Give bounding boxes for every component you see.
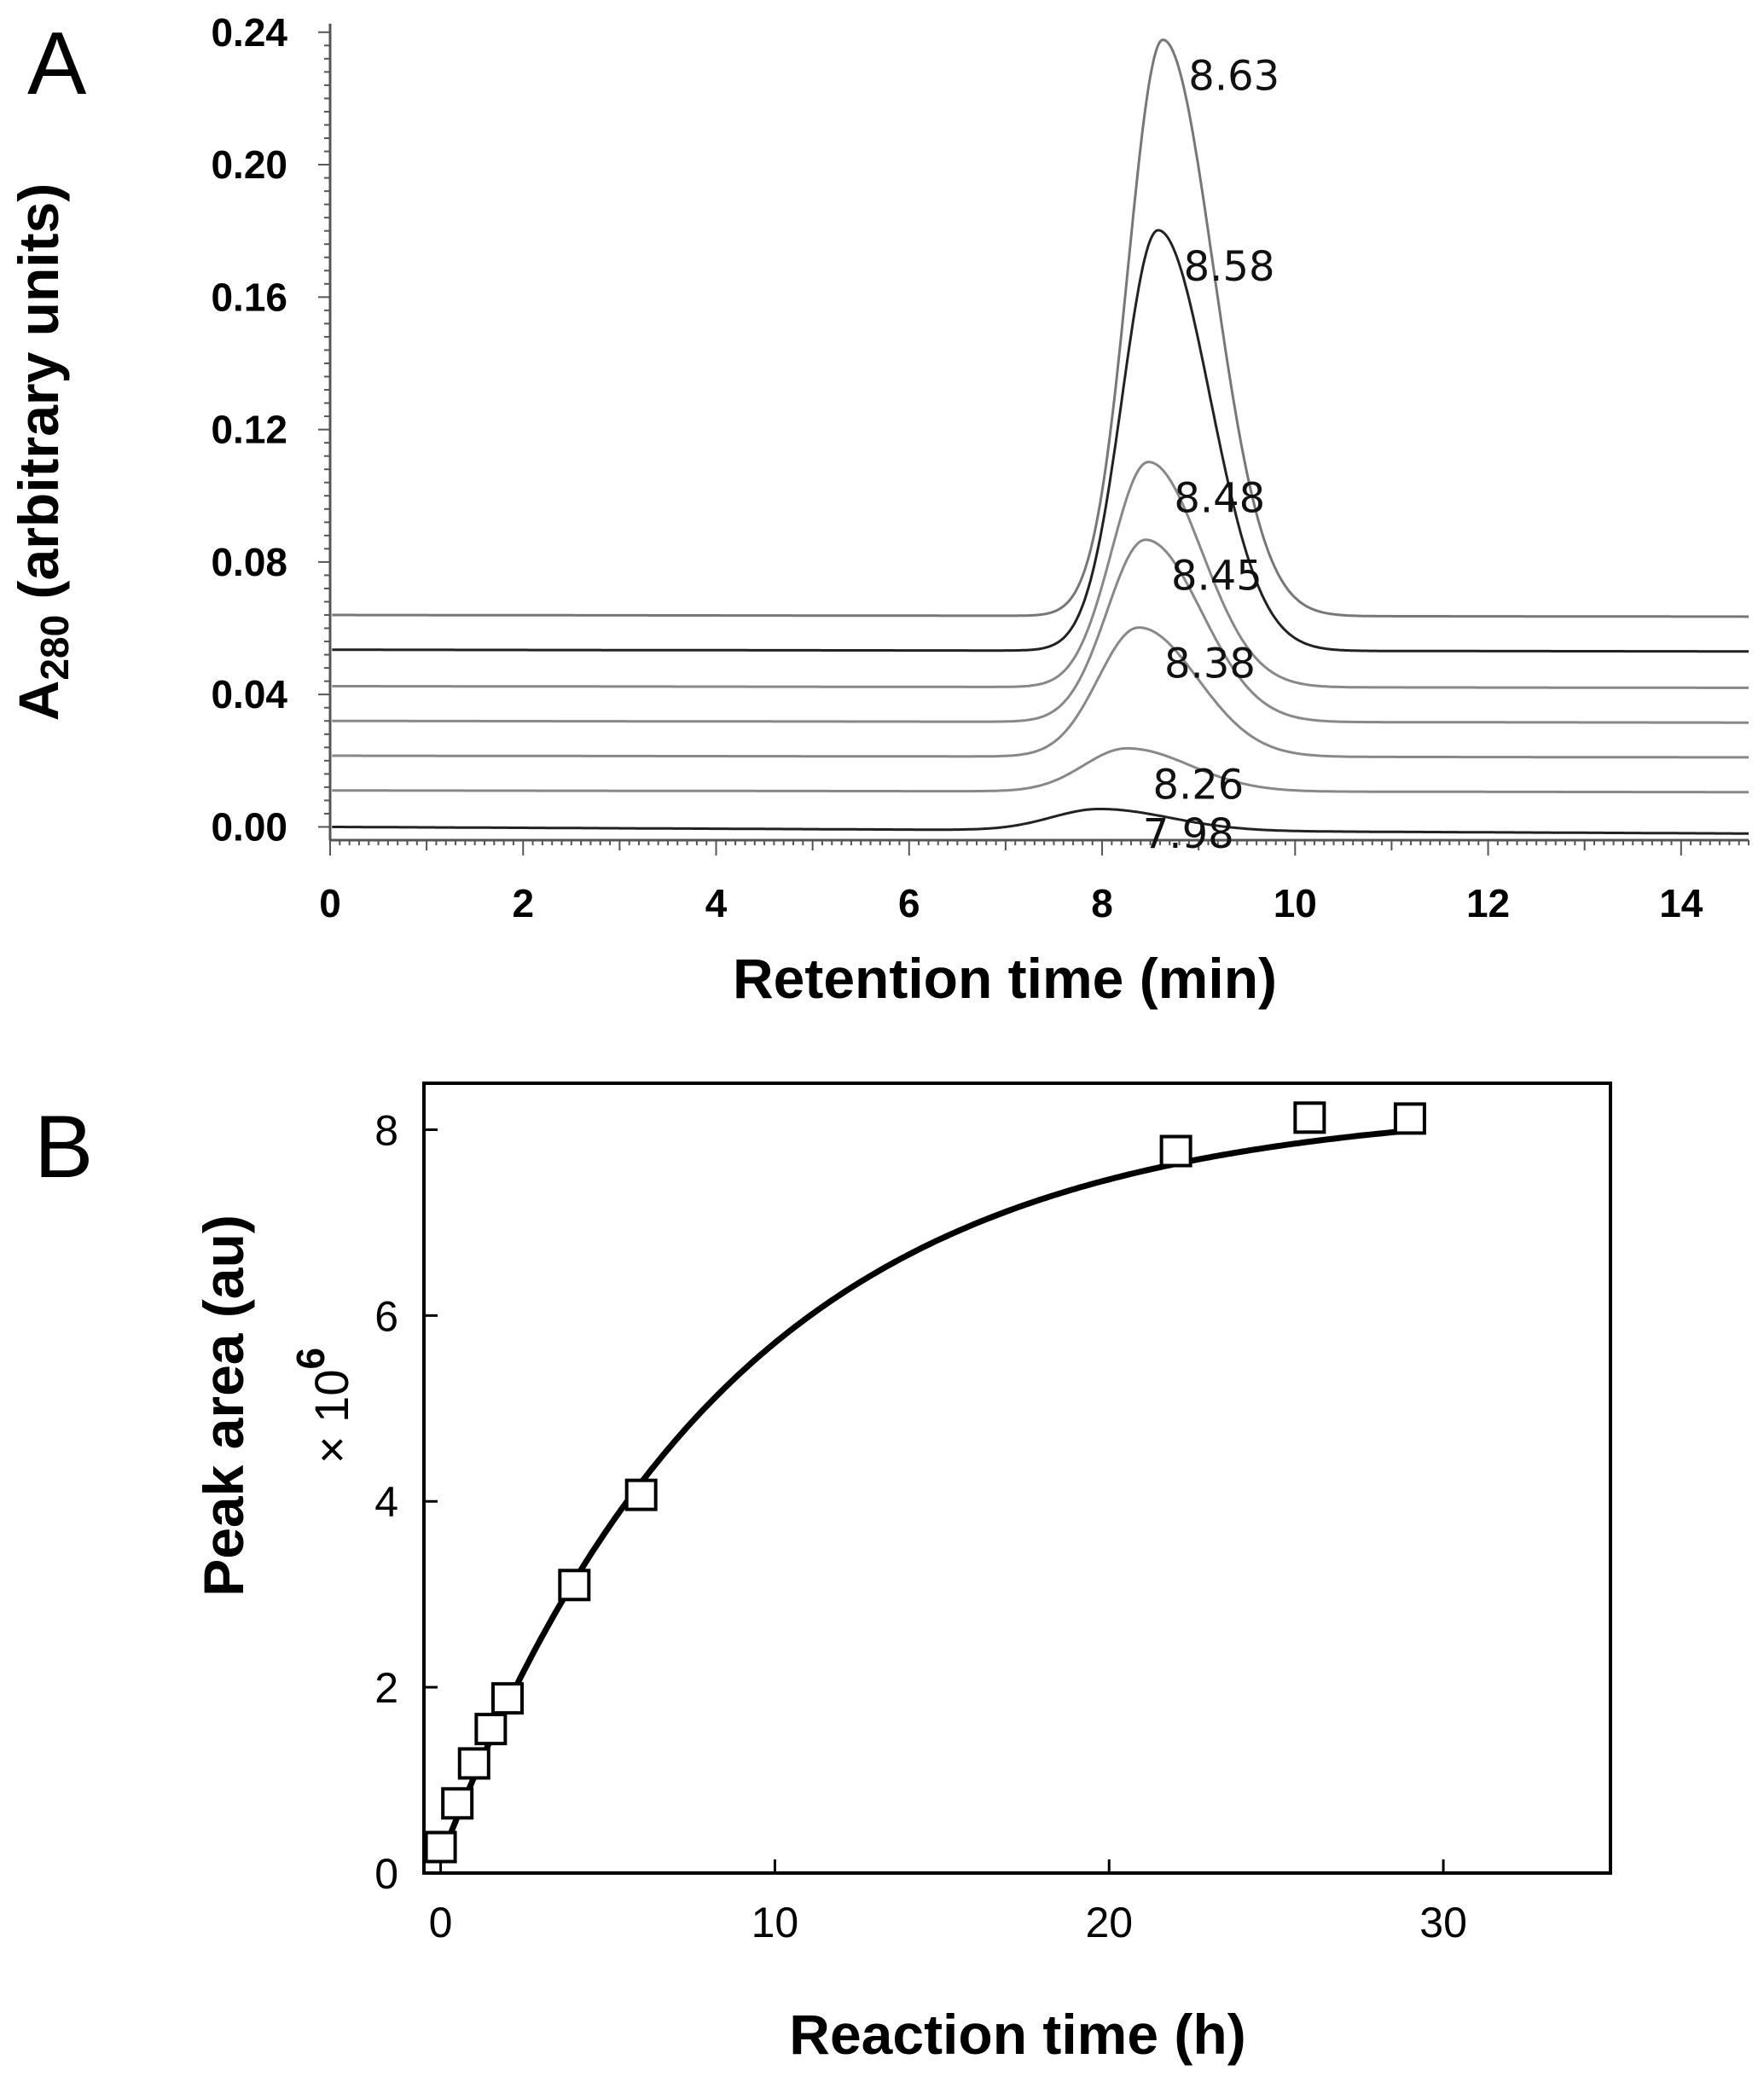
panel-b-x-ticks: 0 10 20 30 [429,1859,1467,1946]
panel-b-y-axis-factor: × 106 [288,1348,358,1464]
data-point-2 [457,1747,490,1780]
panel-a-axes [318,23,1749,856]
panel-b-y-ticks: 0 2 4 6 8 [374,1106,438,1898]
data-point-5 [558,1569,591,1602]
panel-a-x-tick-label: 6 [898,881,920,925]
panel-b-letter: B [34,1098,93,1197]
panel-b-y-axis-label: Peak area (au) [192,1215,255,1597]
chromatogram-trace-4 [332,538,1749,724]
panel-a-x-axis-label: Retention time (min) [733,947,1277,1010]
panel-a-y-tick-label: 0.08 [211,540,287,584]
chromatogram-trace-3 [332,626,1749,759]
chromatogram-trace-7 [332,38,1749,618]
panel-b-y-factor-exp: 6 [288,1348,333,1370]
data-point-8 [1293,1101,1326,1134]
panel-b-y-tick-label: 4 [374,1478,398,1526]
panel-b-y-tick-label: 8 [374,1106,398,1154]
peak-label-trace-4: 8.45 [1171,553,1262,600]
data-point-6 [624,1478,658,1511]
panel-b-points [424,1101,1426,1864]
panel-a-y-label-main: A [7,681,70,722]
panel-a-y-tick-label: 0.04 [211,672,287,716]
panel-a-x-tick-label: 0 [319,881,341,925]
panel-b-x-tick-label: 20 [1085,1899,1133,1946]
data-point-4 [490,1682,524,1715]
panel-a-peak-labels: 7.988.26 8.38 8.45 8.48 8.58 8.63 [1143,53,1279,859]
peak-label-trace-6: 8.58 [1184,243,1275,291]
panel-a-x-ticks: 0 2 4 6 8 10 12 14 [319,881,1703,925]
data-point-1 [441,1787,474,1820]
chromatogram-trace-2 [332,746,1749,794]
panel-b-frame [422,1082,1612,1875]
panel-b-y-tick-label: 0 [374,1850,398,1898]
panel-b-fit-curve [438,1128,1407,1860]
panel-b-x-axis-label: Reaction time (h) [789,2003,1245,2066]
panel-a-y-axis-label: A280 (arbitrary units) [7,183,77,722]
panel-a-y-label-sub: 280 [32,615,77,681]
data-point-3 [474,1713,508,1746]
panel-a-x-tick-label: 4 [705,881,728,925]
panel-b-x-tick-label: 30 [1419,1899,1467,1946]
peak-label-trace-1: 7.98 [1143,810,1234,858]
panel-b: B 0 2 4 6 8 0 10 20 30 Reaction time (h) Peak a… [34,1082,1612,2066]
peak-label-trace-2: 8.26 [1152,761,1244,809]
chromatogram-trace-1 [332,808,1749,835]
panel-a-x-tick-label: 8 [1091,881,1113,925]
panel-b-y-tick-label: 2 [374,1664,398,1712]
data-point-7 [1159,1134,1192,1168]
panel-a-y-tick-label: 0.20 [211,142,287,187]
chromatogram-trace-5 [332,461,1749,689]
data-point-0 [424,1830,457,1864]
panel-b-y-factor-base: × 10 [305,1370,358,1464]
panel-a: A 0.00 0.04 0.08 0.12 0.16 0.20 0.24 0 2 4 6 8 10 12… [7,10,1749,1010]
peak-label-trace-7: 8.63 [1188,53,1279,101]
data-point-9 [1393,1102,1426,1135]
panel-a-x-tick-label: 10 [1274,881,1317,925]
peak-label-trace-3: 8.38 [1164,641,1256,688]
panel-b-x-tick-label: 0 [429,1899,453,1946]
panel-a-y-tick-label: 0.12 [211,408,287,452]
panel-a-y-label-rest: (arbitrary units) [7,183,70,615]
panel-a-y-tick-label: 0.16 [211,275,287,319]
panel-a-y-ticks: 0.00 0.04 0.08 0.12 0.16 0.20 0.24 [211,10,287,850]
panel-a-traces [332,38,1749,835]
peak-label-trace-5: 8.48 [1174,474,1265,522]
panel-a-letter: A [27,14,87,113]
panel-a-y-tick-label: 0.24 [211,10,287,55]
panel-b-y-tick-label: 6 [374,1292,398,1340]
chromatogram-trace-6 [332,229,1749,653]
panel-a-x-tick-label: 2 [512,881,534,925]
panel-a-y-tick-label: 0.00 [211,804,287,849]
panel-a-x-tick-label: 14 [1659,881,1703,925]
panel-a-x-tick-label: 12 [1466,881,1510,925]
panel-b-x-tick-label: 10 [751,1899,799,1946]
